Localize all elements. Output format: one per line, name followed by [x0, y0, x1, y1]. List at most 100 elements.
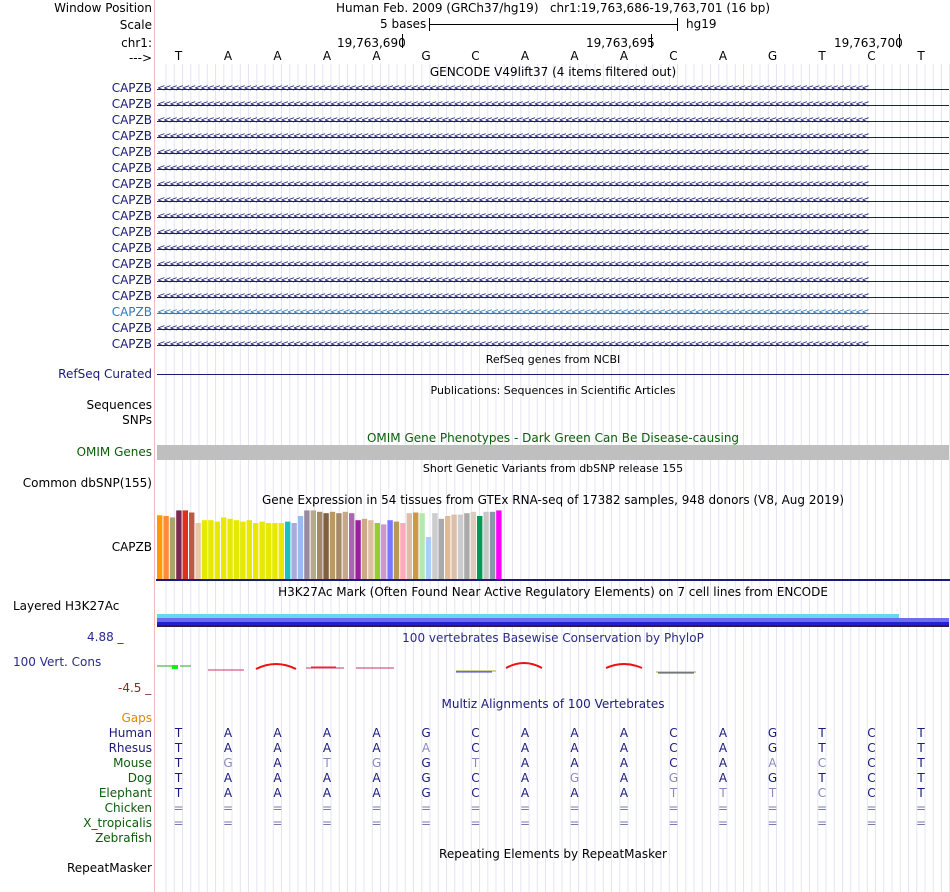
gtex-tissue-bar[interactable]: [387, 520, 393, 579]
gencode-transcript-line[interactable]: <<<<<<<<<<<<<<<<<<<<<<<<<<<<<<<<<<<<<<<<…: [157, 147, 949, 159]
gtex-tissue-bar[interactable]: [368, 520, 374, 579]
gencode-transcript-line[interactable]: <<<<<<<<<<<<<<<<<<<<<<<<<<<<<<<<<<<<<<<<…: [157, 307, 949, 319]
gencode-item-label[interactable]: CAPZB: [111, 193, 152, 207]
gencode-item-label[interactable]: CAPZB: [111, 321, 152, 335]
gencode-item-label[interactable]: CAPZB: [111, 113, 152, 127]
dbsnp-track-label[interactable]: Common dbSNP(155): [22, 476, 152, 490]
gtex-tissue-bar[interactable]: [425, 537, 432, 579]
gtex-tissue-bar[interactable]: [361, 518, 368, 579]
omim-gene-bar[interactable]: [157, 445, 949, 460]
conservation-graph[interactable]: [156, 655, 950, 680]
gtex-tissue-bar[interactable]: [483, 511, 489, 579]
gtex-bar-chart[interactable]: [156, 506, 950, 582]
gencode-transcript-line[interactable]: <<<<<<<<<<<<<<<<<<<<<<<<<<<<<<<<<<<<<<<<…: [157, 179, 949, 191]
gencode-transcript-line[interactable]: <<<<<<<<<<<<<<<<<<<<<<<<<<<<<<<<<<<<<<<<…: [157, 131, 949, 143]
gencode-transcript-line[interactable]: <<<<<<<<<<<<<<<<<<<<<<<<<<<<<<<<<<<<<<<<…: [157, 195, 949, 207]
gtex-tissue-bar[interactable]: [374, 523, 380, 579]
species-label[interactable]: Rhesus: [108, 741, 152, 755]
gtex-tissue-bar[interactable]: [310, 510, 316, 579]
gtex-tissue-bar[interactable]: [246, 520, 252, 579]
gtex-tissue-bar[interactable]: [496, 510, 502, 579]
gtex-tissue-bar[interactable]: [451, 514, 457, 579]
gtex-tissue-bar[interactable]: [233, 520, 240, 579]
gtex-tissue-bar[interactable]: [342, 511, 348, 579]
gtex-tissue-bar[interactable]: [304, 510, 310, 579]
gtex-tissue-bar[interactable]: [195, 523, 201, 579]
species-label[interactable]: Chicken: [104, 801, 152, 815]
species-label[interactable]: Zebrafish: [95, 831, 152, 845]
gtex-tissue-bar[interactable]: [393, 521, 400, 579]
gtex-tissue-bar[interactable]: [457, 514, 464, 579]
gtex-tissue-bar[interactable]: [265, 523, 272, 579]
gtex-tissue-bar[interactable]: [163, 516, 169, 579]
gencode-item-label[interactable]: CAPZB: [111, 241, 152, 255]
species-label[interactable]: X_tropicalis: [83, 816, 152, 830]
gtex-tissue-bar[interactable]: [201, 520, 208, 579]
species-label[interactable]: Mouse: [113, 756, 152, 770]
gtex-tissue-bar[interactable]: [381, 524, 387, 579]
gtex-tissue-bar[interactable]: [438, 518, 444, 579]
gencode-transcript-line[interactable]: <<<<<<<<<<<<<<<<<<<<<<<<<<<<<<<<<<<<<<<<…: [157, 211, 949, 223]
omim-track-label[interactable]: OMIM Genes: [76, 445, 152, 459]
gtex-tissue-bar[interactable]: [413, 512, 419, 580]
gtex-tissue-bar[interactable]: [176, 510, 182, 579]
gencode-transcript-line[interactable]: <<<<<<<<<<<<<<<<<<<<<<<<<<<<<<<<<<<<<<<<…: [157, 115, 949, 127]
gencode-item-label[interactable]: CAPZB: [111, 145, 152, 159]
gtex-tissue-bar[interactable]: [432, 513, 438, 579]
gtex-tissue-bar[interactable]: [253, 523, 259, 579]
gencode-transcript-line[interactable]: <<<<<<<<<<<<<<<<<<<<<<<<<<<<<<<<<<<<<<<<…: [157, 259, 949, 271]
repeatmasker-track-label[interactable]: RepeatMasker: [66, 861, 152, 875]
gtex-tissue-bar[interactable]: [157, 515, 163, 579]
species-label[interactable]: Human: [108, 726, 152, 740]
gtex-tissue-bar[interactable]: [227, 518, 233, 579]
gencode-item-label[interactable]: CAPZB: [111, 337, 152, 351]
gtex-tissue-bar[interactable]: [221, 517, 227, 579]
gtex-tissue-bar[interactable]: [445, 516, 451, 579]
refseq-gene-line[interactable]: [157, 374, 949, 375]
gencode-transcript-line[interactable]: <<<<<<<<<<<<<<<<<<<<<<<<<<<<<<<<<<<<<<<<…: [157, 99, 949, 111]
gaps-label[interactable]: Gaps: [121, 711, 152, 725]
gtex-tissue-bar[interactable]: [278, 523, 284, 579]
gtex-tissue-bar[interactable]: [349, 513, 355, 579]
conservation-track-label[interactable]: 100 Vert. Cons: [13, 655, 102, 669]
gtex-tissue-bar[interactable]: [406, 513, 412, 579]
gtex-tissue-bar[interactable]: [477, 516, 483, 579]
species-label[interactable]: Elephant: [98, 786, 152, 800]
gtex-tissue-bar[interactable]: [470, 511, 476, 579]
gencode-item-label[interactable]: CAPZB: [111, 97, 152, 111]
gtex-tissue-bar[interactable]: [208, 520, 214, 579]
gencode-item-label[interactable]: CAPZB: [111, 305, 152, 319]
gtex-tissue-bar[interactable]: [323, 513, 329, 579]
gtex-tissue-bar[interactable]: [285, 521, 291, 579]
gtex-tissue-bar[interactable]: [329, 511, 336, 579]
gtex-tissue-bar[interactable]: [464, 513, 470, 579]
gtex-tissue-bar[interactable]: [400, 523, 406, 579]
gtex-tissue-bar[interactable]: [489, 511, 496, 579]
gencode-transcript-line[interactable]: <<<<<<<<<<<<<<<<<<<<<<<<<<<<<<<<<<<<<<<<…: [157, 275, 949, 287]
gtex-tissue-bar[interactable]: [317, 511, 323, 579]
gtex-tissue-bar[interactable]: [169, 517, 176, 579]
gtex-tissue-bar[interactable]: [259, 521, 265, 579]
gtex-tissue-bar[interactable]: [336, 513, 342, 579]
gencode-item-label[interactable]: CAPZB: [111, 129, 152, 143]
gtex-tissue-bar[interactable]: [272, 523, 278, 579]
gtex-tissue-bar[interactable]: [214, 521, 220, 579]
gencode-item-label[interactable]: CAPZB: [111, 257, 152, 271]
gtex-tissue-bar[interactable]: [189, 512, 195, 580]
h3k27ac-track-label[interactable]: Layered H3K27Ac: [13, 599, 120, 613]
publications-snps-label[interactable]: SNPs: [122, 413, 152, 427]
species-label[interactable]: Dog: [127, 771, 152, 785]
gencode-item-label[interactable]: CAPZB: [111, 161, 152, 175]
gencode-item-label[interactable]: CAPZB: [111, 177, 152, 191]
gtex-tissue-bar[interactable]: [297, 516, 304, 579]
refseq-track-label[interactable]: RefSeq Curated: [58, 367, 152, 381]
gencode-item-label[interactable]: CAPZB: [111, 273, 152, 287]
gtex-tissue-bar[interactable]: [182, 510, 188, 579]
gencode-transcript-line[interactable]: <<<<<<<<<<<<<<<<<<<<<<<<<<<<<<<<<<<<<<<<…: [157, 227, 949, 239]
gtex-tissue-bar[interactable]: [240, 521, 246, 579]
gencode-transcript-line[interactable]: <<<<<<<<<<<<<<<<<<<<<<<<<<<<<<<<<<<<<<<<…: [157, 83, 949, 95]
gtex-tissue-bar[interactable]: [291, 523, 297, 579]
publications-sequences-label[interactable]: Sequences: [86, 398, 152, 412]
gencode-transcript-line[interactable]: <<<<<<<<<<<<<<<<<<<<<<<<<<<<<<<<<<<<<<<<…: [157, 323, 949, 335]
gencode-item-label[interactable]: CAPZB: [111, 289, 152, 303]
